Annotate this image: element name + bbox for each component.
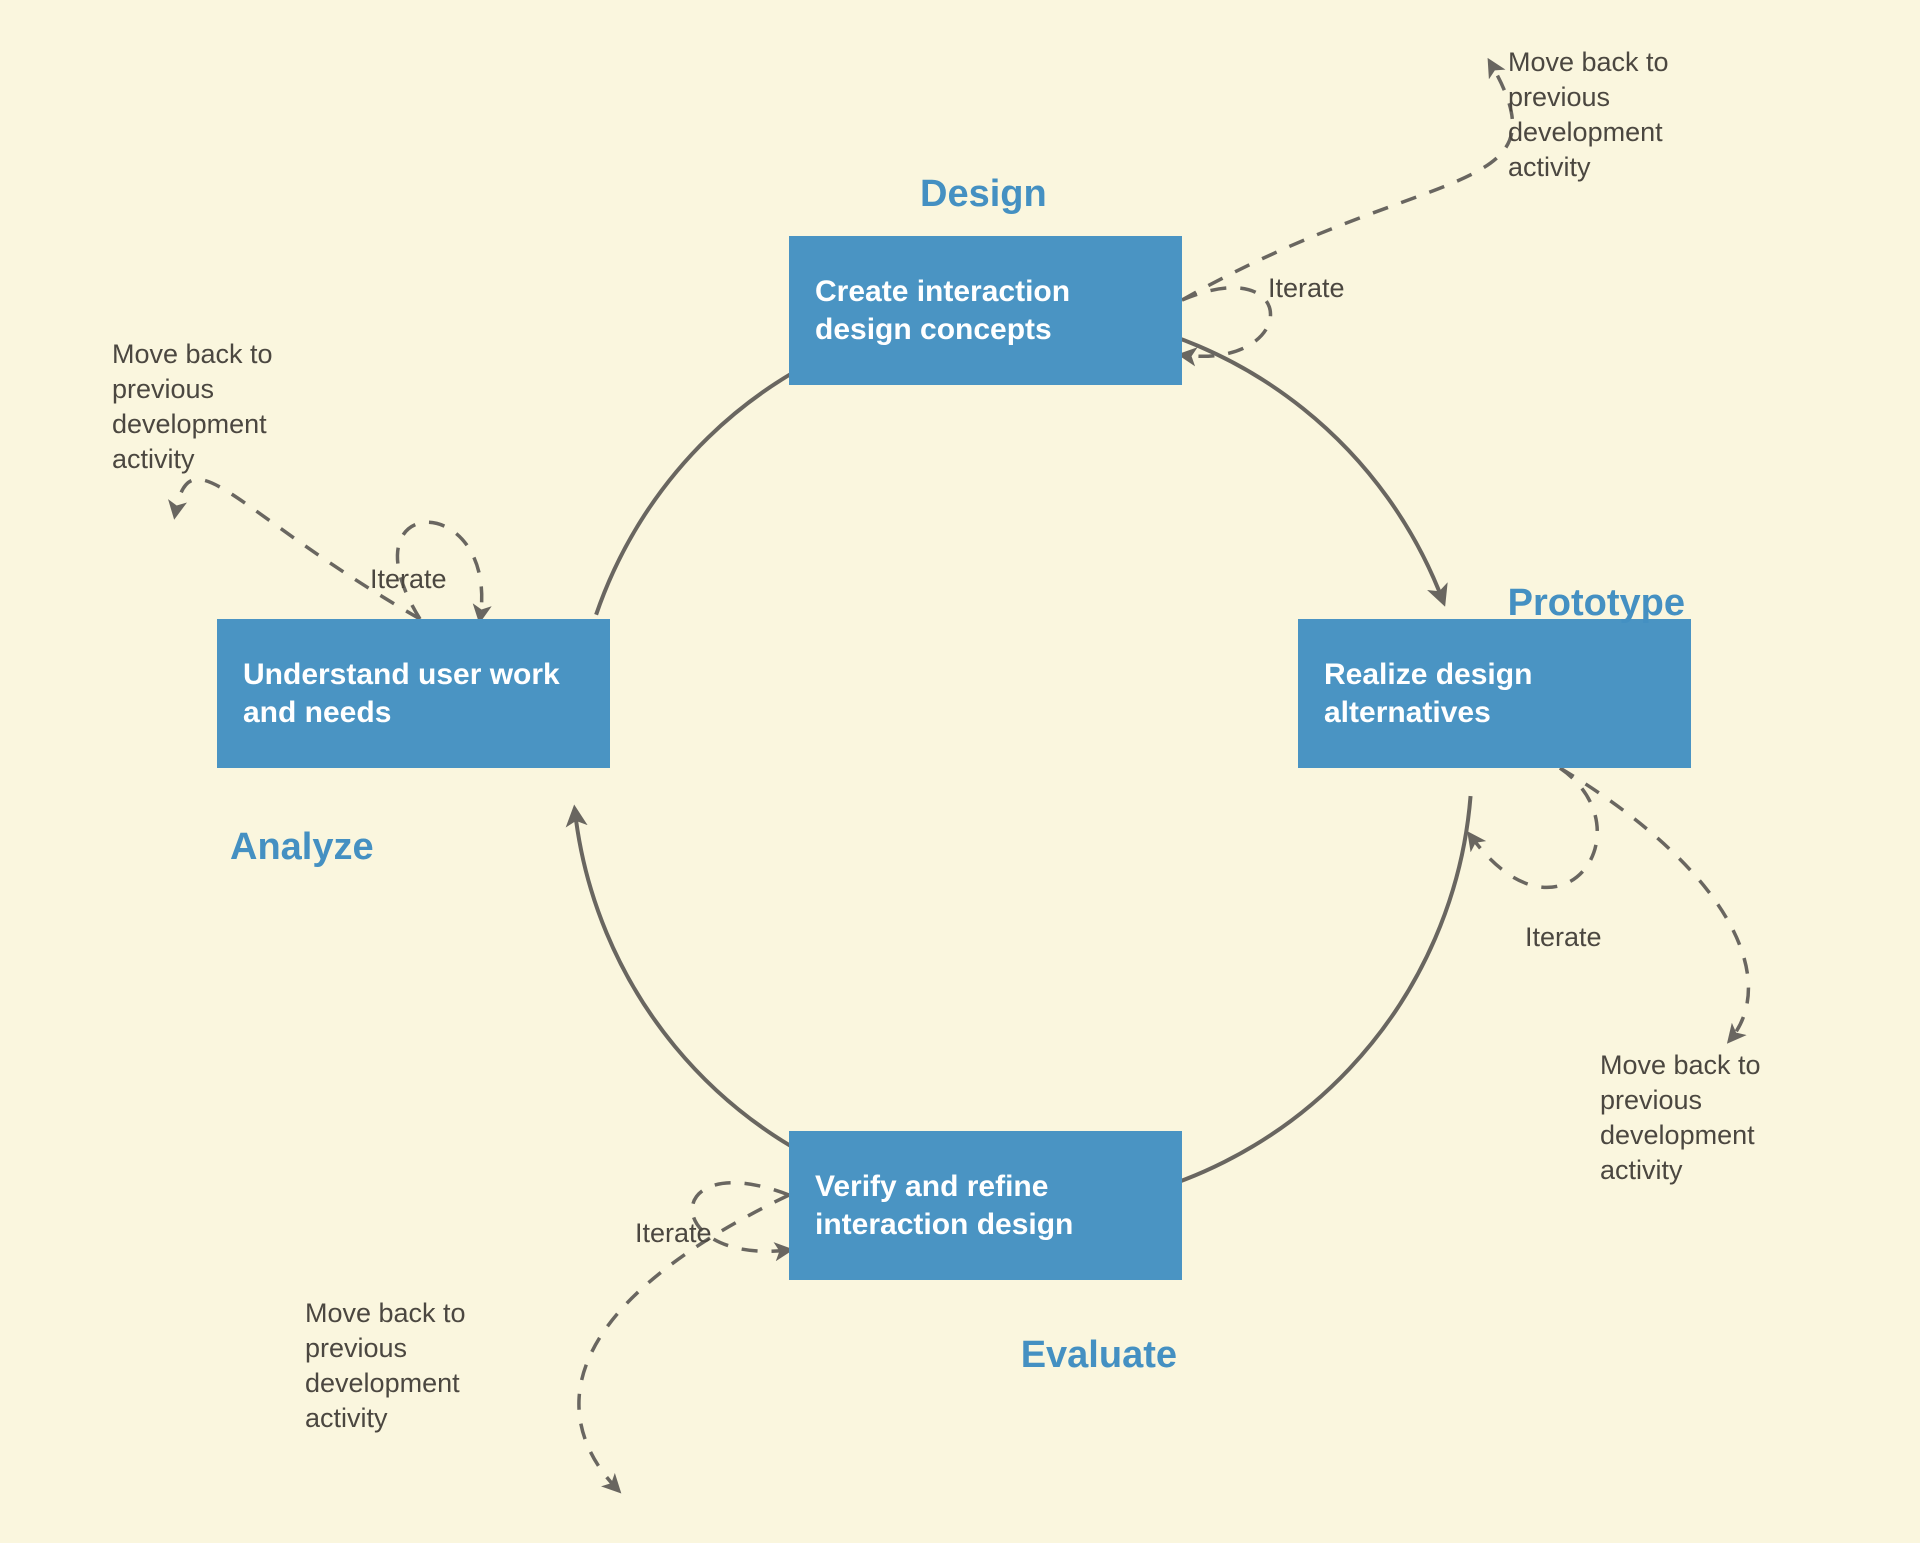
node-design: Create interaction design concepts — [789, 236, 1182, 385]
iterate-label-evaluate: Iterate — [635, 1218, 712, 1249]
phase-label-prototype: Prototype — [1508, 582, 1685, 625]
node-analyze-label: Understand user work and needs — [243, 656, 584, 731]
node-analyze: Understand user work and needs — [217, 619, 610, 768]
iterate-loop-prototype — [1470, 768, 1597, 887]
moveback-label-evaluate: Move back to previous development activi… — [305, 1296, 525, 1436]
diagram-stage: Create interaction design concepts Realiz… — [0, 0, 1920, 1543]
phase-label-analyze: Analyze — [230, 826, 374, 869]
iterate-label-prototype: Iterate — [1525, 922, 1602, 953]
moveback-arc-prototype — [1560, 768, 1748, 1040]
diagram-svg — [0, 0, 1920, 1543]
phase-label-design: Design — [920, 173, 1047, 216]
iterate-label-analyze: Iterate — [370, 564, 447, 595]
moveback-arc-design — [1182, 62, 1513, 300]
node-design-label: Create interaction design concepts — [815, 273, 1156, 348]
iterate-label-design: Iterate — [1268, 273, 1345, 304]
node-prototype-label: Realize design alternatives — [1324, 656, 1665, 731]
moveback-label-design: Move back to previous development activi… — [1508, 45, 1728, 185]
phase-label-evaluate: Evaluate — [1021, 1334, 1177, 1377]
node-evaluate: Verify and refine interaction design — [789, 1131, 1182, 1280]
node-prototype: Realize design alternatives — [1298, 619, 1691, 768]
moveback-label-prototype: Move back to previous development activi… — [1600, 1048, 1820, 1188]
node-evaluate-label: Verify and refine interaction design — [815, 1168, 1156, 1243]
moveback-label-analyze: Move back to previous development activi… — [112, 337, 332, 477]
moveback-arc-analyze — [175, 479, 420, 619]
